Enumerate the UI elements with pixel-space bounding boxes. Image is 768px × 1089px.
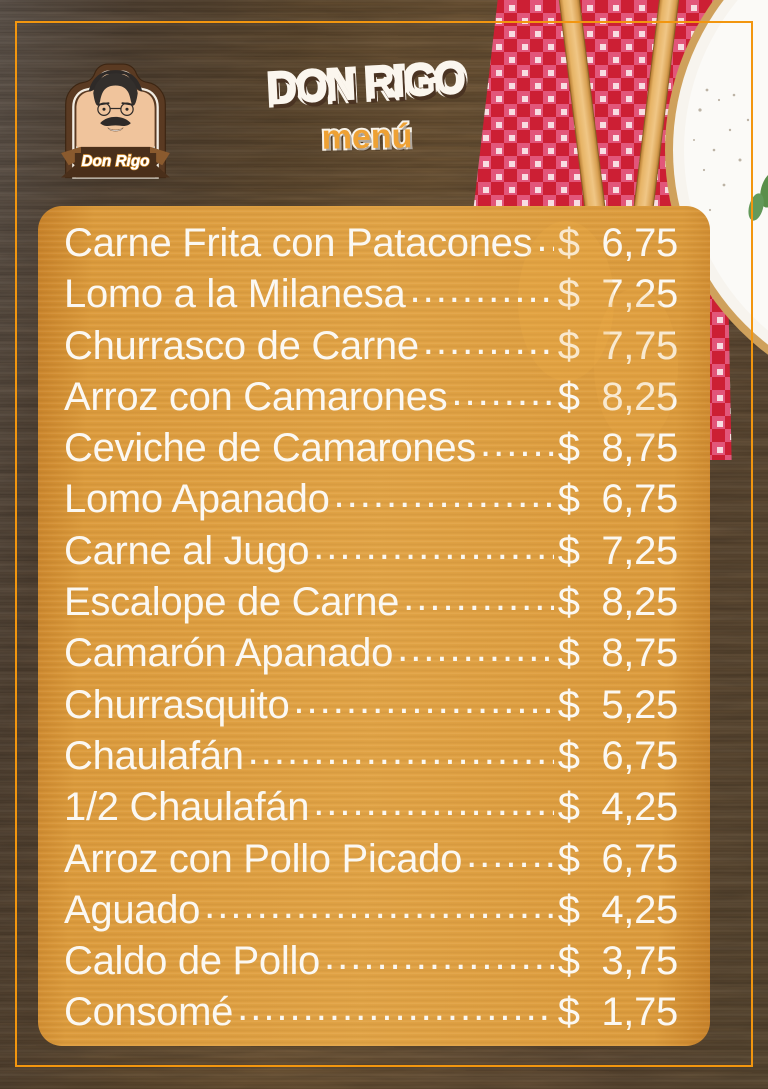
svg-text:Don Rigo: Don Rigo xyxy=(81,153,149,170)
